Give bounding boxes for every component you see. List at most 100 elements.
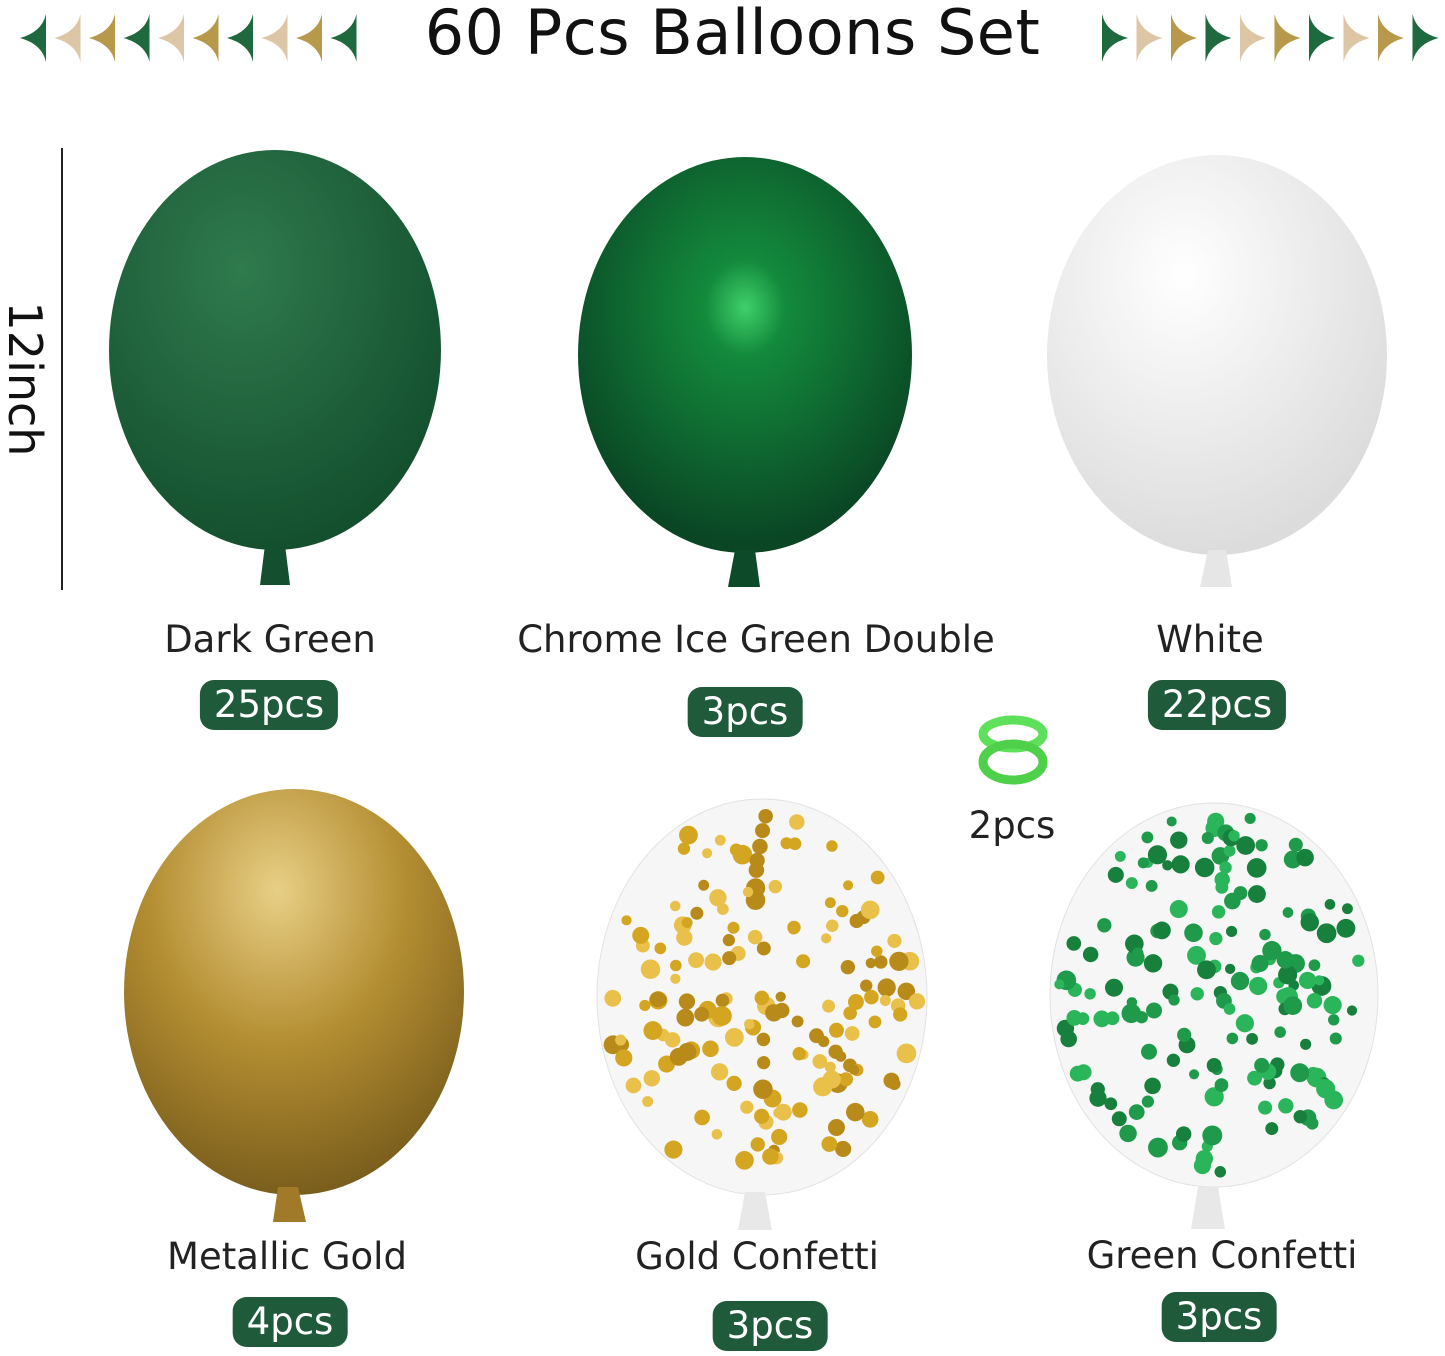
confetti-dot [756,941,771,956]
decorative-flags-right [1098,12,1443,64]
confetti-dot [1224,892,1241,910]
confetti-dot [1104,1097,1118,1111]
confetti-dot [1226,925,1238,938]
confetti-dot [1314,975,1325,986]
confetti-dot [722,951,737,966]
confetti-dot [1328,1014,1340,1026]
confetti-dot [664,1140,683,1159]
confetti-dot [1323,996,1342,1015]
confetti-dot [1300,913,1319,932]
confetti-dot [1135,1011,1148,1024]
confetti-dot [694,1006,710,1022]
confetti-dot [860,900,880,920]
confetti-dot [755,823,771,839]
confetti-dot [1166,1053,1181,1067]
confetti-dot [1246,858,1267,878]
confetti-dot [1190,987,1204,1001]
confetti-dot [1175,1126,1192,1142]
confetti-dot [1194,857,1215,878]
confetti-dot [789,814,805,830]
confetti-dot [1214,1166,1227,1178]
confetti-dot [1236,836,1256,855]
confetti-dot [1324,899,1336,910]
confetti-dot [639,999,651,1012]
confetti-dot [643,1070,661,1087]
confetti-dot [1249,976,1268,996]
confetti-dot [643,1021,663,1040]
confetti-dot [1247,885,1266,903]
confetti-dot [889,951,909,971]
confetti-dot [1169,900,1188,919]
confetti-dot [1219,861,1232,874]
confetti-dot [846,1102,865,1122]
confetti-dot [1119,1124,1137,1143]
confetti-dot [824,897,836,909]
confetti-dot [711,1128,723,1140]
confetti-dot [1168,994,1180,1006]
confetti-dot [820,933,832,944]
confetti-dot [843,1006,857,1020]
confetti-dot [1137,857,1149,869]
confetti-dot [1084,988,1096,1000]
dark-green-balloon [109,150,441,585]
confetti-dot [615,1049,633,1067]
confetti-dot [812,1054,828,1069]
confetti-dot [1341,903,1353,915]
confetti-dot [1324,1090,1344,1110]
confetti-dot [908,993,926,1010]
confetti-dot [1278,1098,1294,1114]
count-badge: 22pcs [1147,680,1287,730]
confetti-dot [649,991,666,1008]
confetti-dot [1251,954,1269,972]
confetti-dot [1265,1122,1279,1136]
confetti-dot [1246,1032,1259,1045]
confetti-dot [753,1079,773,1099]
confetti-dot [735,1151,754,1170]
confetti-dot [897,982,916,1001]
confetti-dot [1193,1157,1211,1175]
confetti-dot [1207,812,1225,830]
confetti-dot [688,952,704,969]
confetti-dot [1114,850,1126,862]
confetti-dot [740,1100,754,1114]
confetti-dot [1263,1076,1276,1090]
confetti-dot [1298,971,1317,990]
confetti-dot [887,933,902,948]
confetti-dot [1214,871,1230,888]
confetti-dot [678,993,696,1010]
count-badge: 3pcs [712,1301,828,1351]
confetti-dot [775,991,786,1002]
confetti-dot [1300,1038,1312,1050]
confetti-dot [848,1064,860,1075]
confetti-dot [796,954,811,969]
count-badge: 4pcs [232,1297,348,1347]
confetti-dot [670,973,681,984]
confetti-dot [1126,997,1138,1008]
count-badge: 25pcs [199,680,339,730]
confetti-dot [762,1148,779,1165]
confetti-dot [1224,963,1236,975]
confetti-dot [698,879,710,891]
confetti-dot [773,1107,784,1118]
confetti-dot [676,929,693,946]
confetti-dot [1316,923,1337,944]
balloon-name: Chrome Ice Green Double [517,618,995,661]
confetti-dot [1171,855,1190,874]
confetti-dot [615,1034,627,1046]
flag-shape [296,14,322,62]
confetti-dot [826,919,839,932]
confetti-dot [1293,1109,1308,1124]
confetti-dot [1223,1003,1236,1015]
confetti-dot [1144,1077,1161,1095]
confetti-dot [1259,928,1271,941]
confetti-dot [1276,951,1295,969]
confetti-dot [1306,1117,1319,1130]
confetti-dot [677,842,691,855]
confetti-dot [844,1026,860,1041]
confetti-dot [1066,1010,1083,1026]
confetti-dot [1206,1057,1222,1073]
confetti-dot [780,837,793,850]
flag-shape [1205,14,1232,62]
confetti-dot [879,994,891,1006]
confetti-dot [893,1007,908,1022]
